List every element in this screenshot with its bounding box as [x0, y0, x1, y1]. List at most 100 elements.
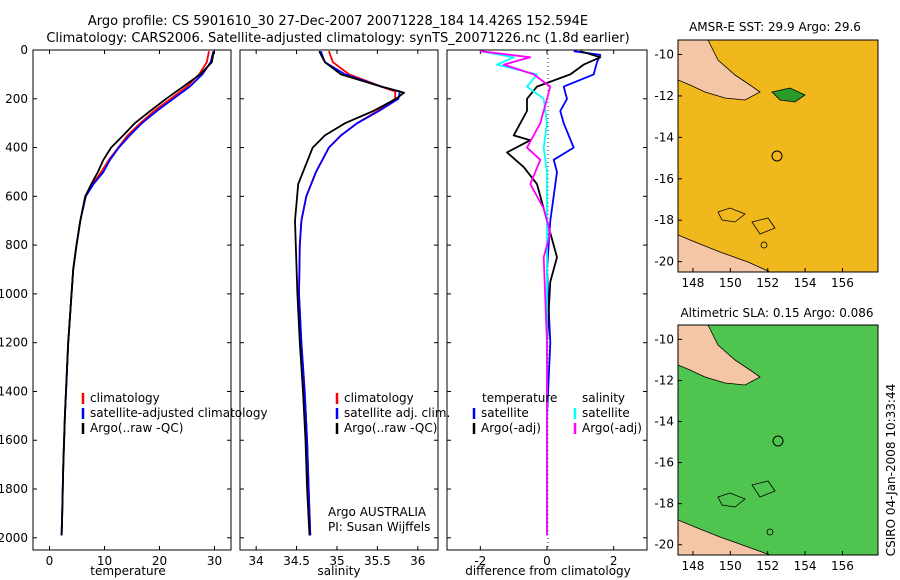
figure-title-line2: Climatology: CARS2006. Satellite-adjuste…: [46, 31, 629, 46]
sst-map-frame: [677, 39, 879, 273]
sla-map-land-new-guinea: [678, 325, 761, 386]
salinity-legend-satellite: satellite adj. clim.: [344, 406, 450, 420]
salinity-series-1: [298, 50, 401, 536]
temperature-legend-climatology: climatology: [90, 391, 160, 405]
sla-map-title: Altimetric SLA: 0.15 Argo: 0.086: [680, 306, 873, 320]
depth-tick-label: 1200: [0, 336, 28, 350]
salinity-series-2: [294, 50, 406, 536]
figure-title-line1: Argo profile: CS 5901610_30 27-Dec-2007 …: [88, 14, 588, 29]
sla-map-islet: [766, 528, 774, 536]
sla-map-land-australia: [678, 519, 771, 555]
difference-panel: -2 0 2 difference from climatology tempera…: [446, 49, 648, 578]
temperature-x-axis: 0 10 20 30: [46, 50, 222, 568]
temperature-series-2: [60, 51, 215, 536]
salinity-x-label: salinity: [317, 564, 360, 578]
difference-legend-temp-argo: Argo(-adj): [481, 421, 541, 435]
sla-map-lon-tick-label: 152: [756, 559, 779, 573]
difference-legend: temperature salinity satellite Argo(-adj…: [472, 391, 642, 435]
difference-series-0: [546, 50, 602, 536]
salinity-x-tick-label: 36: [410, 554, 425, 568]
difference-series-3: [480, 50, 552, 536]
sst-map-lat-tick-label: -20: [654, 255, 674, 269]
depth-tick-label: 1400: [0, 384, 28, 398]
sla-map-lon-tick-label: 148: [682, 559, 705, 573]
sst-map-lon-tick-label: 156: [831, 276, 854, 290]
temperature-x-tick-label: 0: [46, 554, 54, 568]
difference-legend-temp-satellite: satellite: [481, 406, 529, 420]
sla-map-lat-tick-label: -12: [654, 373, 674, 387]
salinity-legend-argo: Argo(..raw -QC): [344, 421, 437, 435]
sst-map-reef: [717, 207, 746, 223]
salinity-x-axis: 34 34.5 35 35.5 36: [249, 50, 425, 568]
salinity-panel: 34 34.5 35 35.5 36 salinity climatology sate…: [239, 49, 450, 578]
sst-map-lat-tick-label: -16: [654, 172, 674, 186]
sst-map-island: [771, 87, 806, 103]
temperature-plot-frame: [32, 49, 232, 551]
sst-map-argo-marker: [771, 150, 783, 162]
sst-map-lat-tick-label: -14: [654, 130, 674, 144]
depth-tick-label: 1000: [0, 287, 28, 301]
difference-lines: [480, 50, 602, 536]
depth-tick-label: 2000: [0, 531, 28, 545]
depth-tick-label: 400: [5, 141, 28, 155]
sla-map: Altimetric SLA: 0.15 Argo: 0.086 148 150 1…: [654, 306, 879, 573]
salinity-plot-frame: [239, 49, 439, 551]
sst-map-axes: 148 150 152 154 156 -10 -12 -14 -16 -18 -20: [654, 48, 854, 291]
depth-tick-label: 200: [5, 92, 28, 106]
sst-map: AMSR-E SST: 29.9 Argo: 29.6 148 150 152 154…: [654, 20, 879, 291]
depth-tick-label: 600: [5, 189, 28, 203]
temperature-series-1: [60, 50, 215, 536]
sst-map-lon-tick-label: 148: [682, 276, 705, 290]
salinity-lines: [294, 50, 406, 536]
sst-map-land-australia: [678, 234, 771, 272]
temperature-x-label: temperature: [90, 564, 165, 578]
footer-timestamp: CSIRO 04-Jan-2008 10:33:44: [884, 384, 898, 556]
temperature-x-tick-label: 20: [152, 554, 167, 568]
sst-map-lat-tick-label: -12: [654, 89, 674, 103]
sla-map-frame: [677, 324, 879, 556]
sla-map-lat-tick-label: -20: [654, 538, 674, 552]
sla-map-lat-tick-label: -10: [654, 332, 674, 346]
salinity-x-tick-label: 34.5: [283, 554, 310, 568]
depth-axis: 0 200 400 600 800 1000 1200 1400 1600 1800 2000: [0, 43, 647, 545]
sst-map-lon-tick-label: 152: [756, 276, 779, 290]
salinity-x-tick-label: 35.5: [364, 554, 391, 568]
sla-map-reef: [717, 492, 746, 508]
difference-x-tick-label: 0: [543, 554, 551, 568]
difference-series-1: [506, 50, 602, 536]
sst-map-lon-tick-label: 150: [719, 276, 742, 290]
depth-tick-label: 1600: [0, 433, 28, 447]
sla-map-axes: 148 150 152 154 156 -10 -12 -14 -16 -18 -20: [654, 332, 854, 573]
sla-map-lat-tick-label: -14: [654, 415, 674, 429]
temperature-lines: [60, 50, 215, 536]
sst-map-land-new-guinea: [678, 40, 761, 101]
depth-tick-label: 800: [5, 238, 28, 252]
temperature-x-tick-label: 10: [97, 554, 112, 568]
difference-x-tick-label: -2: [474, 554, 486, 568]
salinity-legend: climatology satellite adj. clim. Argo(..…: [335, 391, 450, 435]
sla-map-lat-tick-label: -18: [654, 497, 674, 511]
sst-map-lat-tick-label: -18: [654, 213, 674, 227]
sla-map-lon-tick-label: 156: [831, 559, 854, 573]
difference-legend-group-temperature: temperature: [482, 391, 557, 405]
temperature-x-tick-label: 30: [207, 554, 222, 568]
difference-x-tick-label: 2: [610, 554, 618, 568]
temperature-legend-argo: Argo(..raw -QC): [90, 421, 183, 435]
sla-map-lon-tick-label: 150: [719, 559, 742, 573]
salinity-annotation-program: Argo AUSTRALIA: [328, 505, 427, 519]
difference-legend-group-salinity: salinity: [582, 391, 625, 405]
sla-map-lat-tick-label: -16: [654, 456, 674, 470]
difference-x-label: difference from climatology: [465, 564, 631, 578]
sst-map-title: AMSR-E SST: 29.9 Argo: 29.6: [689, 20, 861, 34]
temperature-legend-satellite: satellite-adjusted climatology: [90, 406, 268, 420]
difference-legend-sal-satellite: satellite: [582, 406, 630, 420]
salinity-x-tick-label: 35: [329, 554, 344, 568]
sla-map-reef-2: [751, 480, 776, 498]
sst-map-lat-tick-label: -10: [654, 48, 674, 62]
sst-map-lon-tick-label: 154: [794, 276, 817, 290]
temperature-legend: climatology satellite-adjusted climatolo…: [81, 391, 268, 435]
difference-legend-sal-argo: Argo(-adj): [582, 421, 642, 435]
salinity-legend-climatology: climatology: [344, 391, 414, 405]
